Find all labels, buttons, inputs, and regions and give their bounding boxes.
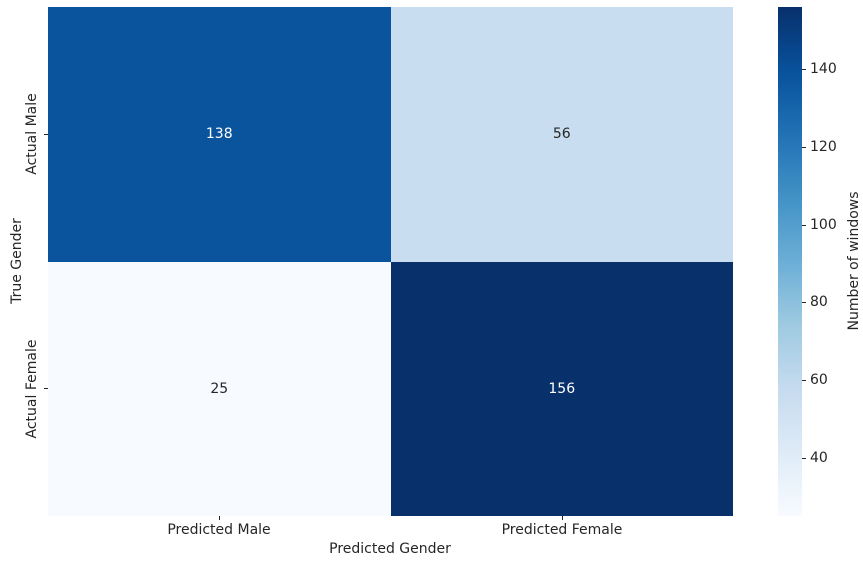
colorbar-tick-label: 120 xyxy=(810,138,837,155)
colorbar-tick-label: 100 xyxy=(810,216,837,233)
y-tick-mark xyxy=(44,388,48,389)
heatmap-cell-actual-female-predicted-male: 25 xyxy=(48,261,391,516)
x-axis-label: Predicted Gender xyxy=(329,541,451,557)
colorbar-label: Number of windows xyxy=(846,191,862,331)
colorbar-tick-mark xyxy=(802,224,806,226)
colorbar-tick-mark xyxy=(802,302,806,304)
colorbar-tick-label: 80 xyxy=(810,294,828,311)
colorbar-tick-mark xyxy=(802,380,806,381)
colorbar-tick-mark xyxy=(802,146,806,148)
colorbar-tick-label: 40 xyxy=(810,449,828,466)
heatmap-cell-actual-male-predicted-female: 56 xyxy=(390,7,733,262)
heatmap-grid: 138 56 25 156 xyxy=(48,7,733,516)
y-axis-label: True Gender xyxy=(9,218,25,304)
colorbar-tick-label: 60 xyxy=(810,372,828,388)
heatmap-cell-actual-male-predicted-male: 138 xyxy=(48,7,391,262)
heatmap-cell-actual-female-predicted-female: 156 xyxy=(390,261,733,516)
x-tick-label-predicted-female: Predicted Female xyxy=(501,522,623,538)
colorbar-tick-mark xyxy=(802,457,806,459)
colorbar-gradient xyxy=(778,7,802,516)
y-tick-label-actual-male: Actual Male xyxy=(24,93,40,175)
x-tick-label-predicted-male: Predicted Male xyxy=(167,522,271,538)
y-tick-label-actual-female: Actual Female xyxy=(24,339,40,439)
colorbar-tick-mark xyxy=(802,69,806,71)
x-tick-mark xyxy=(219,516,220,520)
x-tick-mark xyxy=(562,516,563,520)
y-tick-mark xyxy=(44,134,48,135)
colorbar-tick-label: 140 xyxy=(810,61,837,78)
